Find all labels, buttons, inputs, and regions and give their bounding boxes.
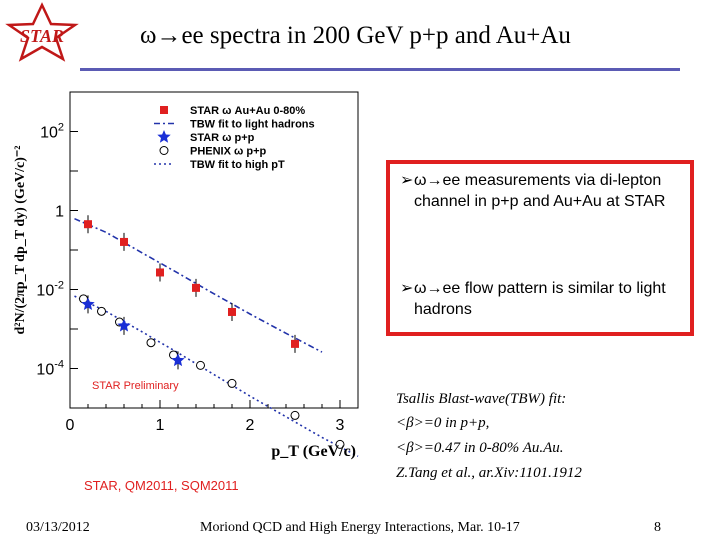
- auau-point: [192, 283, 200, 292]
- chart-fit-lines: [74, 217, 359, 458]
- fit-light-hadrons-line: [74, 217, 323, 353]
- y-tick-label: 1: [55, 204, 64, 221]
- bullet-text: ω→ee flow pattern is similar to light ha…: [414, 280, 666, 318]
- fit-title: Tsallis Blast-wave(TBW) fit:: [396, 391, 567, 407]
- footer-text: Moriond QCD and High Energy Interactions…: [200, 520, 520, 535]
- star-logo: STAR: [5, 2, 79, 62]
- summary-box: ➢ ω→ee measurements via di-lepton channe…: [386, 160, 694, 336]
- chart-ticks: 0 1 2 3 102 1 10-2 10-4: [36, 91, 345, 434]
- y-tick-label: 102: [40, 122, 64, 142]
- star-pp-point: [117, 318, 131, 332]
- auau-point: [291, 339, 299, 348]
- x-axis-label: p_T (GeV/c): [271, 443, 356, 460]
- y-tick-label: 10-4: [36, 359, 64, 379]
- star-logo-text: STAR: [20, 26, 64, 46]
- auau-point: [84, 220, 92, 229]
- y-tick-label: 10-2: [36, 280, 64, 300]
- spectra-chart: 0 1 2 3 102 1 10-2 10-4 STAR ω Au+Au 0-80% TBW f…: [13, 91, 359, 460]
- legend-label: TBW fit to light hadrons: [190, 119, 315, 131]
- x-tick-label: 3: [336, 417, 345, 434]
- auau-point: [156, 268, 164, 277]
- title-underline: [80, 68, 680, 71]
- x-tick-label: 2: [246, 417, 255, 434]
- fit-high-pt-line: [74, 295, 359, 458]
- slide-title: ω→ee spectra in 200 GeV p+p and Au+Au: [140, 22, 571, 49]
- bullet-arrow-icon: ➢: [400, 172, 414, 189]
- phenix-pp-point: [146, 338, 156, 348]
- phenix-pp-point: [196, 360, 205, 370]
- fit-auau-note: <β>=0.47 in 0-80% Au.Au.: [396, 440, 564, 456]
- legend-label: STAR ω p+p: [190, 132, 255, 144]
- preliminary-label: STAR Preliminary: [92, 380, 179, 392]
- phenix-pp-point: [290, 410, 300, 420]
- fit-reference: Z.Tang et al., ar.Xiv:1101.1912: [396, 465, 582, 481]
- auau-point: [228, 307, 236, 316]
- star-pp-point: [81, 297, 95, 310]
- chart-points: [79, 215, 345, 449]
- y-axis-label: d²N/(2πp_T dp_T dy) (GeV/c)⁻²: [13, 145, 28, 334]
- legend-label: PHENIX ω p+p: [190, 146, 267, 158]
- chart-axis-labels: p_T (GeV/c) d²N/(2πp_T dp_T dy) (GeV/c)⁻²: [13, 145, 356, 460]
- auau-point: [120, 237, 128, 246]
- phenix-pp-point: [227, 378, 237, 388]
- phenix-pp-point: [97, 306, 106, 316]
- bullet-text: ω→ee measurements via di-lepton channel …: [414, 172, 666, 210]
- x-tick-label: 1: [156, 417, 165, 434]
- legend-symbol: [160, 106, 168, 114]
- page-number: 8: [654, 520, 661, 535]
- x-tick-label: 0: [66, 417, 75, 434]
- legend-symbol: [159, 146, 169, 155]
- bullet-arrow-icon: ➢: [400, 280, 414, 297]
- legend-label: TBW fit to high pT: [190, 159, 285, 171]
- star-pp-point: [171, 353, 185, 367]
- phenix-pp-point: [335, 439, 345, 449]
- legend-symbol: [157, 130, 171, 143]
- chart-legend: STAR ω Au+Au 0-80% TBW fit to light hadro…: [154, 105, 315, 171]
- conference-label: STAR, QM2011, SQM2011: [84, 478, 239, 493]
- star-logo-shape: [5, 2, 79, 62]
- fit-pp-note: <β>=0 in p+p,: [396, 415, 490, 431]
- legend-label: STAR ω Au+Au 0-80%: [190, 105, 305, 117]
- footer-date: 03/13/2012: [26, 520, 90, 535]
